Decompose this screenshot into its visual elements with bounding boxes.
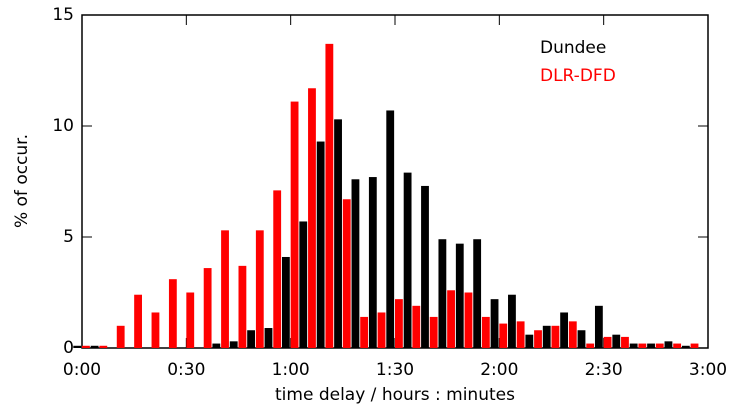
bar bbox=[551, 325, 560, 348]
bar bbox=[429, 316, 438, 348]
bar bbox=[281, 256, 290, 348]
legend-label: Dundee bbox=[540, 38, 606, 58]
bar bbox=[647, 343, 655, 348]
bar bbox=[586, 343, 595, 348]
bar bbox=[247, 330, 256, 348]
bar bbox=[421, 185, 429, 348]
bar bbox=[134, 294, 142, 348]
bar bbox=[403, 172, 412, 348]
bar bbox=[464, 292, 473, 348]
bar bbox=[99, 345, 108, 348]
bar bbox=[673, 343, 682, 348]
bar bbox=[186, 292, 195, 348]
bar bbox=[290, 101, 299, 348]
bar bbox=[82, 345, 90, 348]
x-tick-label: 0:00 bbox=[63, 360, 101, 380]
bar bbox=[168, 279, 177, 348]
bar bbox=[621, 336, 629, 348]
bar bbox=[508, 294, 516, 348]
bar bbox=[299, 221, 308, 348]
bar bbox=[360, 316, 369, 348]
bar bbox=[325, 43, 334, 349]
x-tick-label: 1:30 bbox=[376, 360, 414, 380]
bar bbox=[612, 334, 621, 348]
bar bbox=[655, 343, 664, 348]
bar bbox=[455, 243, 464, 348]
x-tick-label: 2:00 bbox=[480, 360, 518, 380]
bar bbox=[221, 230, 229, 348]
bar bbox=[116, 325, 125, 348]
bar bbox=[212, 343, 221, 348]
y-tick-label: 0 bbox=[63, 338, 74, 358]
x-tick-label: 2:30 bbox=[585, 360, 623, 380]
bar bbox=[151, 312, 160, 348]
bar bbox=[577, 330, 586, 348]
bar bbox=[255, 230, 264, 348]
bar bbox=[395, 299, 403, 348]
bar bbox=[412, 305, 421, 348]
y-tick-label: 5 bbox=[63, 227, 74, 247]
bar bbox=[534, 330, 542, 348]
bar bbox=[73, 345, 82, 348]
bar bbox=[664, 341, 673, 348]
bar bbox=[342, 199, 351, 348]
y-axis-label: % of occur. bbox=[12, 134, 32, 228]
bar bbox=[638, 343, 647, 348]
bar bbox=[594, 305, 603, 348]
x-axis-label: time delay / hours : minutes bbox=[275, 385, 515, 405]
bar bbox=[481, 316, 490, 348]
bar bbox=[499, 323, 508, 348]
bar bbox=[334, 119, 342, 348]
bar bbox=[229, 341, 238, 348]
bar bbox=[316, 141, 325, 348]
bar bbox=[438, 239, 447, 348]
bar bbox=[90, 345, 99, 348]
bar bbox=[351, 179, 360, 348]
bar bbox=[690, 343, 699, 348]
bar bbox=[377, 312, 386, 348]
bar bbox=[308, 88, 316, 348]
legend-label: DLR-DFD bbox=[540, 66, 616, 86]
bar bbox=[516, 321, 525, 348]
bar bbox=[386, 110, 395, 349]
bar bbox=[525, 334, 534, 348]
bar bbox=[273, 190, 282, 348]
bar bbox=[368, 177, 377, 348]
bar bbox=[629, 343, 638, 348]
x-tick-label: 0:30 bbox=[167, 360, 205, 380]
y-tick-label: 10 bbox=[52, 116, 74, 136]
bar bbox=[447, 290, 455, 348]
bar bbox=[542, 325, 551, 348]
x-tick-label: 3:00 bbox=[689, 360, 727, 380]
bar bbox=[203, 268, 212, 348]
bar bbox=[490, 299, 499, 348]
bar bbox=[603, 336, 612, 348]
bar bbox=[568, 321, 577, 348]
y-tick-label: 15 bbox=[52, 5, 74, 25]
bar bbox=[560, 312, 569, 348]
bar bbox=[264, 328, 273, 348]
bar bbox=[681, 345, 690, 348]
x-tick-label: 1:00 bbox=[272, 360, 310, 380]
bar bbox=[238, 265, 247, 348]
bar bbox=[473, 239, 482, 348]
